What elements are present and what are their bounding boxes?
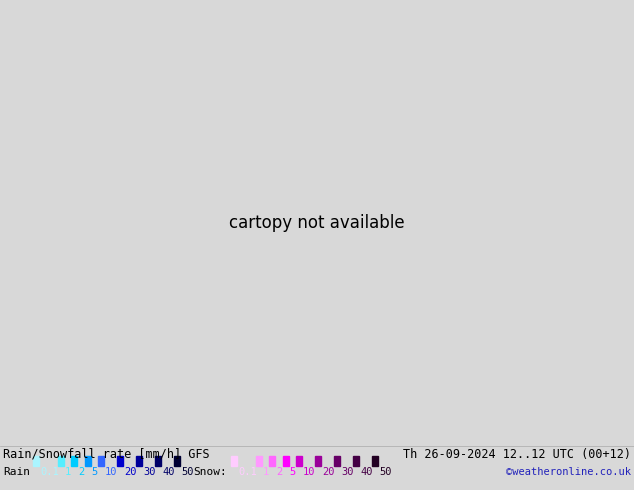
Bar (155, 456, 161, 466)
Bar (296, 456, 302, 466)
Bar (98, 456, 104, 466)
Bar (33, 456, 39, 466)
Bar (136, 456, 142, 466)
Bar (58, 456, 63, 466)
Text: 5: 5 (290, 467, 295, 477)
Text: ©weatheronline.co.uk: ©weatheronline.co.uk (506, 467, 631, 477)
Bar (84, 456, 91, 466)
Bar (117, 456, 123, 466)
Text: Th 26-09-2024 12..12 UTC (00+12): Th 26-09-2024 12..12 UTC (00+12) (403, 448, 631, 461)
Bar (231, 456, 237, 466)
Text: 0.1: 0.1 (40, 467, 59, 477)
Text: cartopy not available: cartopy not available (229, 214, 405, 232)
Text: 20: 20 (322, 467, 335, 477)
Text: 5: 5 (91, 467, 98, 477)
Bar (174, 456, 180, 466)
Text: 40: 40 (162, 467, 174, 477)
Text: 2: 2 (78, 467, 84, 477)
Bar (353, 456, 359, 466)
Text: Rain/Snowfall rate [mm/h] GFS: Rain/Snowfall rate [mm/h] GFS (3, 448, 210, 461)
Bar (283, 456, 288, 466)
Text: Snow:: Snow: (193, 467, 227, 477)
Text: 50: 50 (181, 467, 193, 477)
Text: 10: 10 (105, 467, 117, 477)
Text: 20: 20 (124, 467, 136, 477)
Bar (71, 456, 77, 466)
Bar (372, 456, 378, 466)
Bar (315, 456, 321, 466)
Bar (256, 456, 261, 466)
Bar (269, 456, 275, 466)
Bar (334, 456, 340, 466)
Text: 50: 50 (379, 467, 392, 477)
Text: 2: 2 (276, 467, 282, 477)
Text: 30: 30 (341, 467, 354, 477)
Text: 0.1: 0.1 (238, 467, 257, 477)
Text: 1: 1 (262, 467, 269, 477)
Text: 10: 10 (303, 467, 316, 477)
Text: 1: 1 (65, 467, 71, 477)
Text: 30: 30 (143, 467, 155, 477)
Text: 40: 40 (360, 467, 373, 477)
Text: Rain: Rain (3, 467, 30, 477)
